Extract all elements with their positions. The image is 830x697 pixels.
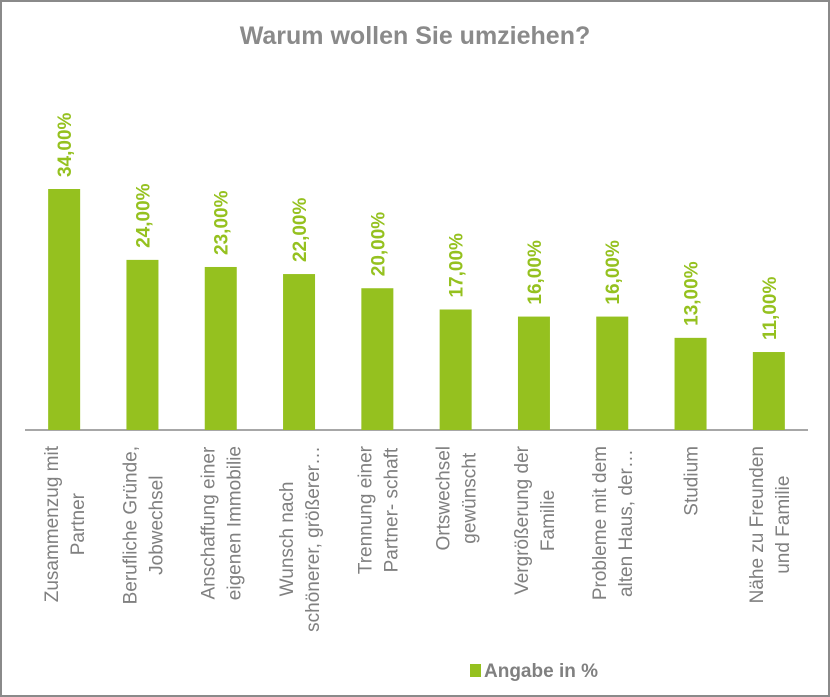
data-label: 17,00% [447,233,468,298]
bar [439,309,472,430]
data-label: 11,00% [760,277,781,340]
legend: Angabe in % [470,661,598,682]
category-label: Zusammenzug mit [42,445,63,602]
bar [674,337,707,430]
category-label: Jobwechsel [146,476,167,575]
category-label: Berufliche Gründe, [120,446,141,604]
data-label: 34,00% [55,112,76,177]
bar [48,189,81,430]
data-label: 24,00% [133,183,154,248]
category-label: Probleme mit dem [590,446,611,600]
data-label: 23,00% [212,190,233,255]
chart-title: Warum wollen Sie umziehen? [240,22,591,50]
data-label: 16,00% [603,240,624,305]
data-label: 13,00% [682,261,703,326]
bar [283,274,316,430]
bar [596,316,629,430]
bar [517,316,550,430]
category-label: Ortswechsel [434,446,455,551]
data-label: 16,00% [525,240,546,305]
category-label: Vergrößerung der [512,445,533,595]
category-label: schönerer, größerer… [303,446,324,632]
category-label: Studium [682,446,703,516]
bar [126,259,159,430]
category-label: Familie [538,490,559,551]
bar [752,352,785,430]
category-label: Partner [68,492,89,555]
legend-label: Angabe in % [484,661,598,682]
category-label: Partner- schaft [381,447,402,572]
category-label: Nähe zu Freunden [747,446,768,603]
legend-swatch [470,664,481,677]
bar [204,266,237,430]
category-label: und Familie [773,476,794,574]
data-label: 22,00% [290,198,311,263]
bar [361,288,394,430]
category-label: gewünscht [460,452,481,544]
category-label: eigenen Immobilie [225,446,246,600]
category-label: Wunsch nach [277,482,298,597]
category-label: Anschaffung einer [199,446,220,599]
category-label: alten Haus, der… [616,449,637,597]
data-label: 20,00% [368,212,389,277]
category-label: Trennung einer [355,445,376,574]
